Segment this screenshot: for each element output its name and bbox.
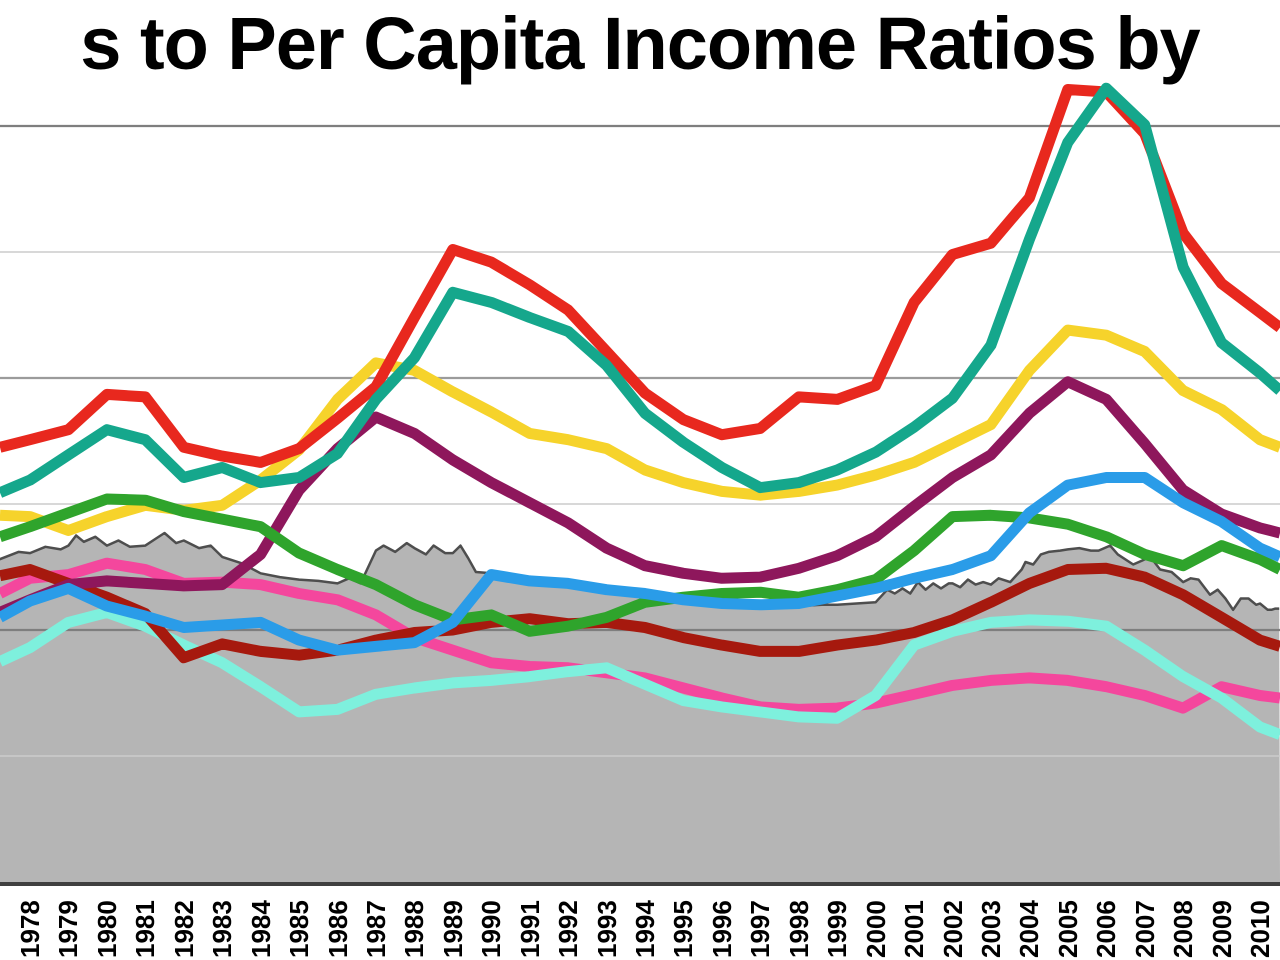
x-axis-label-1988: 1988: [399, 900, 430, 958]
x-axis-label-2010: 2010: [1245, 900, 1275, 958]
x-axis-label-1987: 1987: [360, 900, 391, 958]
x-axis-label-2006: 2006: [1091, 900, 1122, 958]
series-aqua-line: [0, 606, 1280, 740]
x-axis-label-1996: 1996: [706, 900, 737, 958]
x-axis-label-1994: 1994: [630, 900, 660, 958]
x-axis-label-1992: 1992: [553, 900, 584, 958]
x-axis-label-1985: 1985: [284, 900, 315, 958]
x-axis-label-2003: 2003: [975, 900, 1006, 958]
x-axis-label-1979: 1979: [53, 900, 84, 958]
x-axis-label-1986: 1986: [322, 900, 353, 958]
series-green-line: [0, 493, 1280, 637]
x-axis-label-2001: 2001: [899, 900, 930, 958]
x-axis-label-1989: 1989: [437, 900, 468, 958]
x-axis-label-1993: 1993: [591, 900, 622, 958]
x-axis-label-1980: 1980: [91, 900, 122, 958]
x-axis-label-1981: 1981: [130, 900, 161, 958]
x-axis-label-1978: 1978: [15, 900, 45, 958]
x-axis-label-2002: 2002: [937, 900, 968, 958]
x-axis-label-1983: 1983: [207, 900, 238, 958]
x-axis-label-1998: 1998: [783, 900, 814, 958]
x-axis-label-2005: 2005: [1052, 900, 1083, 958]
x-axis-label-2000: 2000: [860, 900, 891, 958]
x-axis-label-1995: 1995: [668, 900, 699, 958]
x-axis-label-2004: 2004: [1014, 900, 1045, 958]
series-gold-line: [0, 324, 1280, 536]
x-axis-label-2008: 2008: [1168, 900, 1199, 958]
x-axis-label-1997: 1997: [745, 900, 776, 958]
series-blue-line: [0, 472, 1280, 656]
x-axis-label-2009: 2009: [1206, 900, 1237, 958]
series-brick-line: [0, 562, 1280, 664]
x-axis-label-1984: 1984: [245, 900, 276, 958]
series-purple-line: [0, 376, 1280, 618]
x-axis-label-1999: 1999: [822, 900, 853, 958]
series-red-line: [0, 84, 1280, 468]
series-teal-line: [0, 82, 1280, 498]
x-axis-label-1982: 1982: [168, 900, 199, 958]
chart-title: s to Per Capita Income Ratios by: [80, 2, 1200, 85]
x-axis-label-1990: 1990: [476, 900, 507, 958]
x-axis-label-2007: 2007: [1129, 900, 1160, 958]
x-axis-label-1991: 1991: [514, 900, 545, 958]
